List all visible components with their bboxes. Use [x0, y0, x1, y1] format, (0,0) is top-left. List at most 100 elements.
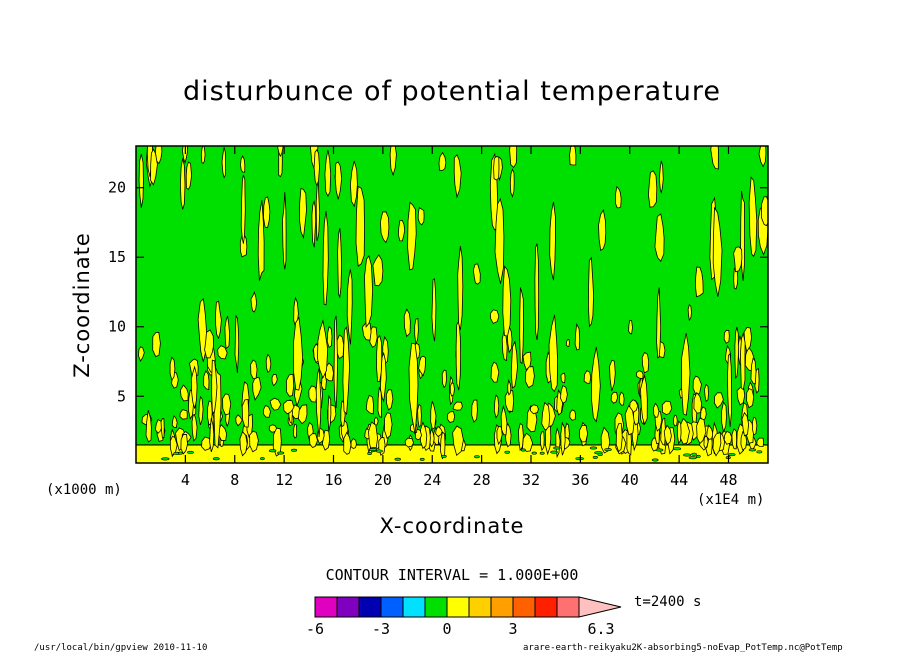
- anomaly-cell: [372, 254, 384, 287]
- anomaly-cell: [138, 346, 145, 362]
- anomaly-cell: [343, 431, 352, 455]
- anomaly-cell: [587, 256, 595, 328]
- anomaly-cell: [504, 390, 515, 412]
- x-tick-label: 20: [374, 471, 392, 489]
- anomaly-cell: [681, 333, 691, 416]
- anomaly-cell: [200, 146, 206, 164]
- anomaly-cell: [452, 401, 463, 411]
- anomaly-cell: [493, 394, 500, 419]
- anomaly-cell: [224, 315, 231, 350]
- anomaly-cell: [389, 146, 397, 177]
- colorbar-swatch: [556, 596, 580, 618]
- anomaly-cell: [311, 200, 317, 248]
- anomaly-cell: [211, 359, 218, 413]
- anomaly-cell: [741, 411, 750, 437]
- anomaly-cell: [441, 369, 448, 389]
- x-tick-label: 36: [571, 471, 589, 489]
- anomaly-cell: [618, 391, 625, 406]
- anomaly-cell: [350, 438, 357, 449]
- anomaly-cell: [676, 420, 682, 445]
- band-cell: [531, 451, 537, 455]
- x-unit-label: (x1000 m): [46, 482, 122, 498]
- anomaly-cell: [182, 146, 189, 165]
- anomaly-cell: [569, 409, 577, 421]
- anomaly-cell: [209, 418, 215, 453]
- anomaly-cell: [733, 246, 743, 273]
- y-tick-label: 5: [117, 387, 126, 405]
- anomaly-cell: [257, 200, 265, 281]
- anomaly-cell: [179, 384, 189, 402]
- colorbar: -6 -3 0 3 6.3: [306, 596, 622, 638]
- x-tick-label: 40: [621, 471, 639, 489]
- anomaly-cell: [185, 161, 193, 191]
- anomaly-cell: [560, 384, 568, 404]
- anomaly-cell: [217, 345, 228, 360]
- anomaly-cell: [673, 414, 678, 427]
- anomaly-cell: [519, 287, 524, 365]
- anomaly-cell: [152, 331, 161, 358]
- colorbar-swatch: [336, 596, 360, 618]
- band-cell: [688, 456, 697, 460]
- anomaly-cell: [417, 207, 425, 226]
- colorbar-tick-label: -3: [372, 620, 390, 638]
- anomaly-cell: [727, 352, 733, 428]
- band-cell: [592, 455, 598, 459]
- anomaly-cell: [203, 369, 210, 391]
- x-tick-label: 8: [230, 471, 239, 489]
- anomaly-cell: [694, 266, 704, 298]
- anomaly-cell: [540, 431, 545, 452]
- band-cell: [655, 448, 664, 452]
- anomaly-cell: [598, 208, 607, 252]
- x-tick-label: 44: [670, 471, 688, 489]
- anomaly-cell: [656, 287, 662, 359]
- anomaly-cell: [704, 383, 709, 403]
- anomaly-cell: [365, 394, 374, 415]
- colorbar-swatch: [468, 596, 492, 618]
- band-cell: [748, 448, 757, 452]
- footer-right: arare-earth-reikyaku2K-absorbing5-noEvap…: [523, 643, 843, 653]
- anomaly-cell: [490, 361, 500, 383]
- anomaly-cell: [342, 326, 351, 415]
- anomaly-cell: [293, 423, 298, 439]
- band-cell: [550, 450, 558, 454]
- anomaly-cell: [452, 425, 464, 457]
- anomaly-cell: [457, 246, 464, 330]
- anomaly-cell: [349, 160, 358, 208]
- anomaly-cell: [494, 197, 505, 284]
- anomaly-cell: [379, 351, 387, 403]
- band-cell: [504, 450, 510, 454]
- anomaly-cell: [449, 382, 455, 397]
- anomaly-cell: [326, 325, 333, 349]
- band-cell: [728, 453, 736, 457]
- anomaly-cell: [438, 151, 447, 171]
- anomaly-cell: [435, 425, 443, 438]
- anomaly-cell: [215, 300, 222, 340]
- band-cell: [474, 455, 480, 459]
- band-cell: [691, 452, 697, 456]
- anomaly-cell: [734, 326, 739, 380]
- anomaly-cell: [489, 309, 500, 324]
- anomaly-cell: [308, 385, 318, 403]
- anomaly-cell: [700, 406, 707, 421]
- anomaly-cell: [590, 346, 601, 423]
- anomaly-cell: [234, 314, 240, 373]
- anomaly-cell: [201, 436, 212, 451]
- band-cell: [651, 458, 659, 462]
- anomaly-cell: [364, 255, 374, 328]
- anomaly-cell: [269, 397, 282, 411]
- band-cell: [683, 453, 692, 457]
- anomaly-cell: [334, 161, 343, 200]
- anomaly-cell: [641, 351, 650, 374]
- anomaly-cell: [750, 357, 757, 385]
- anomaly-cell: [222, 393, 232, 416]
- anomaly-cell: [417, 403, 422, 428]
- band-cell: [375, 449, 383, 453]
- anomaly-cell: [723, 430, 733, 445]
- anomaly-cell: [654, 213, 665, 263]
- anomaly-cell: [198, 395, 204, 426]
- band-cell: [440, 454, 447, 458]
- colorbar-swatch: [424, 596, 448, 618]
- anomaly-cell: [160, 418, 165, 439]
- contour-interval-text: CONTOUR INTERVAL = 1.000E+00: [325, 566, 579, 584]
- anomaly-cell: [502, 265, 512, 337]
